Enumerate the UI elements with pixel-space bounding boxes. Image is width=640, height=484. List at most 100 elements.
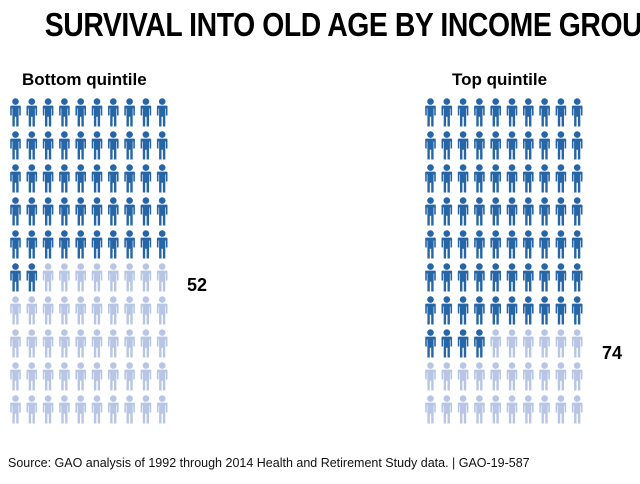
person-icon-not-survived [75, 329, 86, 358]
person-icon-not-survived [523, 362, 534, 391]
person-icon-survived [490, 197, 501, 226]
person-icon-survived [42, 98, 54, 127]
person-icon-survived [425, 164, 436, 193]
person-icon-not-survived [140, 263, 152, 292]
person-icon-not-survived [506, 395, 518, 424]
person-icon-not-survived [91, 329, 103, 358]
person-icon-not-survived [140, 362, 152, 391]
person-icon-survived [571, 263, 583, 292]
person-icon-not-survived [75, 395, 86, 424]
person-icon-survived [26, 164, 38, 193]
person-icon-survived [108, 131, 119, 160]
person-icon-survived [75, 98, 86, 127]
source-note: Source: GAO analysis of 1992 through 201… [8, 456, 530, 470]
person-icon-survived [75, 230, 86, 259]
person-icon-survived [474, 296, 485, 325]
person-icon-not-survived [108, 296, 119, 325]
person-icon-not-survived [490, 395, 501, 424]
person-icon-survived [506, 131, 518, 160]
person-icon-survived [425, 230, 436, 259]
person-icon-survived [490, 263, 501, 292]
person-icon-survived [425, 131, 436, 160]
person-icon-survived [156, 197, 168, 226]
top-quintile-count: 74 [602, 343, 623, 363]
person-icon-not-survived [124, 296, 135, 325]
person-icon-survived [441, 230, 453, 259]
person-icon-survived [10, 164, 21, 193]
person-icon-survived [140, 230, 152, 259]
person-icon-survived [490, 230, 501, 259]
person-icon-survived [457, 263, 469, 292]
person-icon-survived [571, 230, 583, 259]
person-icon-survived [506, 296, 518, 325]
person-icon-survived [474, 131, 485, 160]
person-icon-not-survived [59, 263, 70, 292]
person-icon-not-survived [108, 329, 119, 358]
person-icon-not-survived [571, 362, 583, 391]
person-icon-survived [108, 164, 119, 193]
chart-title: SURVIVAL INTO OLD AGE BY INCOME GROUP [44, 6, 640, 43]
person-icon-survived [571, 296, 583, 325]
person-icon-not-survived [539, 362, 550, 391]
person-icon-survived [441, 296, 453, 325]
person-icon-survived [91, 230, 103, 259]
person-icon-not-survived [555, 395, 567, 424]
person-icon-not-survived [42, 329, 54, 358]
person-icon-not-survived [140, 329, 152, 358]
person-icon-not-survived [571, 329, 583, 358]
person-icon-survived [571, 164, 583, 193]
person-icon-not-survived [75, 296, 86, 325]
person-icon-not-survived [441, 395, 453, 424]
person-icon-survived [124, 98, 135, 127]
person-icon-not-survived [425, 362, 436, 391]
person-icon-survived [457, 164, 469, 193]
person-icon-survived [457, 197, 469, 226]
person-icon-not-survived [91, 395, 103, 424]
person-icon-survived [523, 230, 534, 259]
person-icon-survived [26, 197, 38, 226]
person-icon-survived [425, 98, 436, 127]
person-icon-not-survived [474, 395, 485, 424]
person-icon-survived [59, 197, 70, 226]
person-icon-not-survived [425, 395, 436, 424]
person-icon-survived [523, 296, 534, 325]
person-icon-survived [10, 98, 21, 127]
bottom-quintile-label: Bottom quintile [22, 70, 147, 89]
person-icon-not-survived [156, 395, 168, 424]
person-icon-not-survived [59, 296, 70, 325]
person-icon-survived [140, 164, 152, 193]
person-icon-not-survived [42, 395, 54, 424]
person-icon-not-survived [124, 362, 135, 391]
person-icon-survived [441, 329, 453, 358]
person-icon-not-survived [555, 362, 567, 391]
person-icon-not-survived [571, 395, 583, 424]
person-icon-not-survived [26, 329, 38, 358]
person-icon-survived [506, 98, 518, 127]
person-icon-survived [425, 197, 436, 226]
person-icon-survived [10, 131, 21, 160]
person-icon-not-survived [91, 362, 103, 391]
person-icon-survived [441, 263, 453, 292]
person-icon-not-survived [108, 395, 119, 424]
person-icon-not-survived [490, 329, 501, 358]
person-icon-survived [457, 131, 469, 160]
person-icon-survived [124, 197, 135, 226]
person-icon-survived [75, 197, 86, 226]
person-icon-not-survived [539, 329, 550, 358]
person-icon-survived [26, 98, 38, 127]
person-icon-survived [506, 197, 518, 226]
person-icon-not-survived [539, 395, 550, 424]
person-icon-survived [490, 296, 501, 325]
person-icon-not-survived [523, 395, 534, 424]
person-icon-not-survived [457, 362, 469, 391]
person-icon-survived [539, 164, 550, 193]
person-icon-survived [523, 263, 534, 292]
person-icon-survived [59, 98, 70, 127]
person-icon-not-survived [59, 362, 70, 391]
person-icon-survived [26, 131, 38, 160]
person-icon-survived [156, 230, 168, 259]
person-icon-survived [124, 230, 135, 259]
person-icon-not-survived [42, 263, 54, 292]
person-icon-survived [523, 131, 534, 160]
person-icon-not-survived [124, 329, 135, 358]
